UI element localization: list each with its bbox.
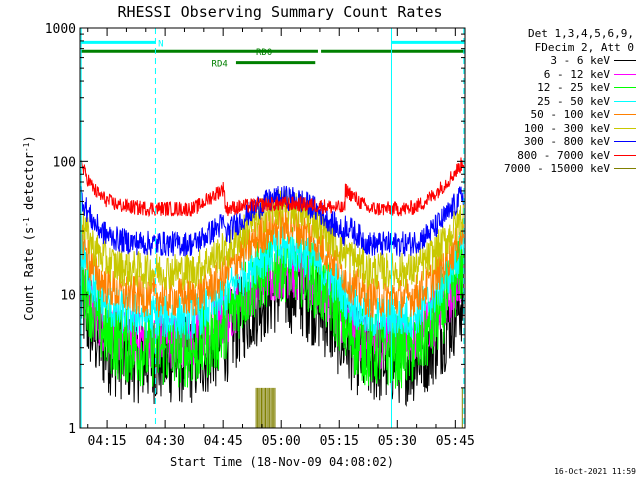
- series-line-7: [80, 157, 465, 218]
- legend-entry-label: 25 - 50 keV: [537, 94, 610, 108]
- legend-entry-7: 800 - 7000 keV: [478, 149, 638, 163]
- legend-swatch: [614, 87, 636, 89]
- flag-label-rd0: RD0: [256, 48, 272, 58]
- legend-entry-5: 100 - 300 keV: [478, 122, 638, 136]
- flag-layer: N RD0 RD4: [81, 39, 465, 70]
- legend-swatch: [614, 141, 636, 143]
- x-tick-label-0: 04:15: [88, 434, 127, 449]
- x-tick-label-4: 05:15: [320, 434, 359, 449]
- legend-entry-label: 7000 - 15000 keV: [504, 162, 610, 175]
- legend-entry-8: 7000 - 15000 keV: [478, 162, 638, 176]
- legend: Det 1,3,4,5,6,9, FDecim 2, Att 0 3 - 6 k…: [478, 27, 638, 176]
- legend-swatch: [614, 60, 636, 62]
- x-tick-label-6: 05:45: [436, 434, 475, 449]
- flag-label-n: N: [158, 39, 163, 49]
- x-tick-label-1: 04:30: [146, 434, 185, 449]
- flag-label-rd4: RD4: [212, 60, 228, 70]
- legend-entry-1: 6 - 12 keV: [478, 68, 638, 82]
- series-layer: [80, 157, 465, 428]
- legend-entry-0: 3 - 6 keV: [478, 54, 638, 68]
- legend-entry-label: 100 - 300 keV: [523, 121, 610, 135]
- y-axis-label: Count Rate (s-1 detector-1): [22, 135, 37, 320]
- series-line-5: [80, 188, 465, 291]
- series-line-3: [80, 225, 465, 340]
- x-tick-label-3: 05:00: [262, 434, 301, 449]
- legend-entry-6: 300 - 800 keV: [478, 135, 638, 149]
- legend-header-line-1: Det 1,3,4,5,6,9,: [528, 27, 634, 40]
- series-line-8: [255, 387, 463, 428]
- legend-entry-2: 12 - 25 keV: [478, 81, 638, 95]
- legend-swatch: [614, 114, 636, 116]
- legend-entry-label: 6 - 12 keV: [543, 67, 610, 81]
- legend-entry-3: 25 - 50 keV: [478, 95, 638, 109]
- legend-entry-4: 50 - 100 keV: [478, 108, 638, 122]
- legend-entry-label: 3 - 6 keV: [550, 54, 610, 67]
- legend-swatch: [614, 154, 636, 156]
- vertical-markers: [80, 28, 465, 428]
- y-tick-label-0: 1: [68, 422, 76, 437]
- legend-swatch: [614, 100, 636, 102]
- legend-swatch: [614, 73, 636, 75]
- legend-swatch: [614, 168, 636, 170]
- legend-entry-label: 300 - 800 keV: [523, 135, 610, 148]
- chart-title: RHESSI Observing Summary Count Rates: [117, 3, 442, 21]
- legend-entry-label: 50 - 100 keV: [530, 108, 610, 121]
- y-tick-label-3: 1000: [45, 22, 76, 37]
- x-tick-label-2: 04:45: [204, 434, 243, 449]
- legend-swatch: [614, 127, 636, 129]
- series-line-6: [80, 185, 465, 257]
- legend-entry-label: 12 - 25 keV: [537, 81, 610, 94]
- legend-header-line-2: FDecim 2, Att 0: [534, 40, 634, 54]
- plot-frame: [79, 27, 466, 429]
- axes: 1 10 100 1000 04:15 04:30 04:45 05:00 05:15 05:30…: [45, 22, 475, 449]
- y-tick-label-1: 10: [60, 289, 76, 304]
- footer-timestamp: 16-Oct-2021 11:59: [554, 467, 636, 476]
- series-line-4: [80, 205, 465, 319]
- x-axis-label: Start Time (18-Nov-09 04:08:02): [170, 455, 394, 469]
- legend-entry-label: 800 - 7000 keV: [517, 148, 610, 162]
- series-line-2: [80, 226, 465, 389]
- x-tick-label-5: 05:30: [378, 434, 417, 449]
- y-tick-label-2: 100: [53, 155, 76, 170]
